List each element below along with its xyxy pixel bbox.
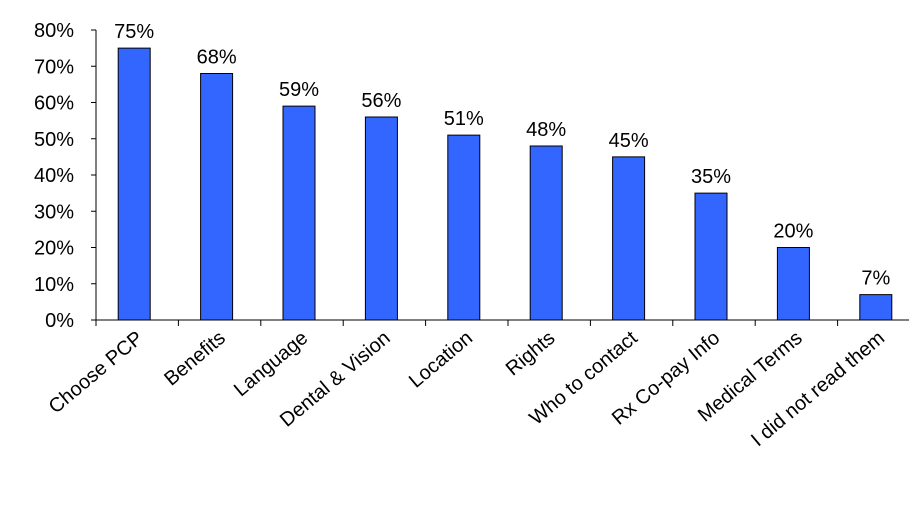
data-label: 75% bbox=[114, 21, 154, 43]
y-tick-label: 70% bbox=[34, 56, 74, 78]
bar bbox=[529, 145, 563, 321]
bar bbox=[859, 294, 893, 321]
y-tick-label: 40% bbox=[34, 165, 74, 187]
data-label: 68% bbox=[197, 47, 237, 69]
y-tick-label: 80% bbox=[34, 20, 74, 42]
bar bbox=[282, 105, 316, 321]
bar bbox=[117, 47, 151, 321]
y-tick-label: 50% bbox=[34, 129, 74, 151]
y-tick-label: 10% bbox=[34, 274, 74, 296]
data-label: 20% bbox=[773, 221, 813, 243]
bar bbox=[364, 116, 398, 321]
bar bbox=[200, 73, 234, 321]
y-tick-label: 60% bbox=[34, 93, 74, 115]
data-label: 48% bbox=[526, 119, 566, 141]
bar bbox=[447, 134, 481, 321]
y-axis: 0% 10% 20% 30% 40% 50% 60% 70% 80% bbox=[34, 20, 97, 332]
data-label: 56% bbox=[361, 90, 401, 112]
data-label: 59% bbox=[279, 79, 319, 101]
data-label: 51% bbox=[444, 108, 484, 130]
category-label: Rights bbox=[502, 327, 560, 380]
data-label: 45% bbox=[609, 130, 649, 152]
bar bbox=[612, 156, 646, 321]
data-label: 7% bbox=[861, 268, 890, 290]
data-labels: 75% 68% 59% 56% 51% 48% 45% 35% 20% 7% bbox=[114, 21, 890, 290]
bar bbox=[776, 247, 810, 321]
category-label: Benefits bbox=[160, 327, 230, 390]
y-tick-label: 20% bbox=[34, 238, 74, 260]
bar bbox=[694, 192, 728, 321]
category-label: I did not read them bbox=[747, 327, 889, 451]
bars bbox=[117, 47, 893, 321]
y-tick-label: 0% bbox=[45, 310, 74, 332]
data-label: 35% bbox=[691, 166, 731, 188]
y-tick-label: 30% bbox=[34, 201, 74, 223]
category-label: Location bbox=[405, 327, 477, 392]
category-label: Choose PCP bbox=[45, 327, 148, 418]
category-label: Language bbox=[230, 327, 312, 401]
